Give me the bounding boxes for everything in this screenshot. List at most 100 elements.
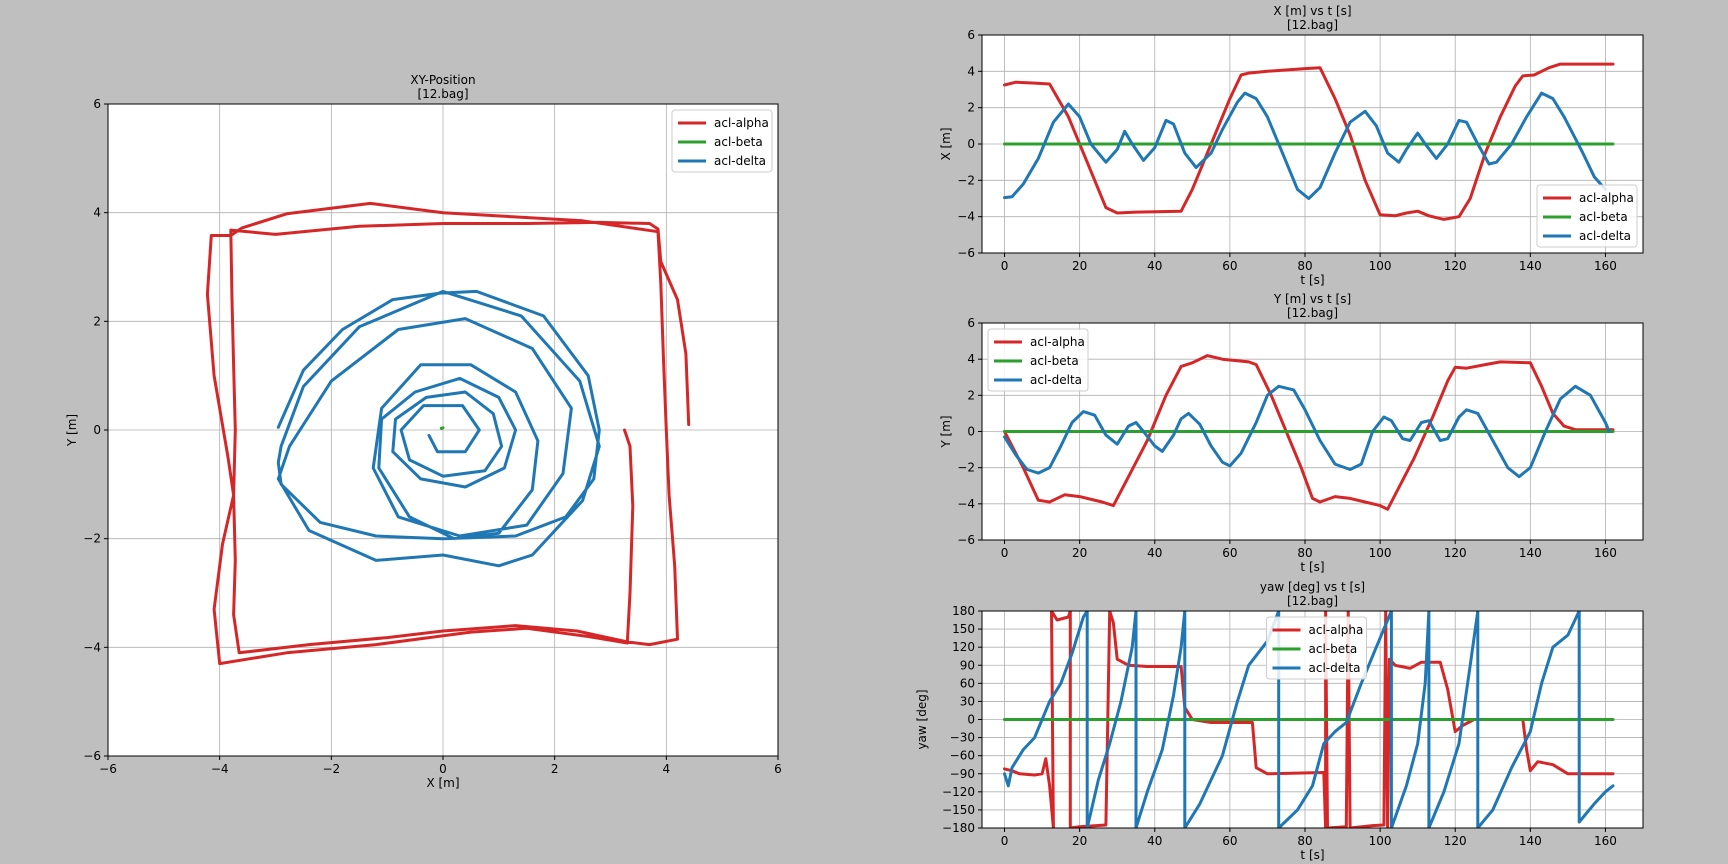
series-group: [1003, 354, 1615, 511]
chart-yaw_vs_t: 0 20 40 60 80 100 120 140 160 −180 −150 −120 −90 −60 −…: [915, 580, 1644, 862]
legend-label-acl-delta: acl-delta: [714, 154, 766, 168]
y-tick-label: −6: [957, 246, 975, 260]
series-group: [1003, 62, 1615, 221]
x-tick-label: 60: [1222, 834, 1237, 848]
series-line-acl-delta: [276, 289, 601, 568]
x-tick-label: 20: [1072, 834, 1087, 848]
y-tick-label: 4: [967, 64, 975, 78]
x-tick-label: 20: [1072, 546, 1087, 560]
legend-label-acl-alpha: acl-alpha: [1579, 191, 1634, 205]
series-line-acl-delta: [1003, 611, 1615, 828]
y-tick-label: 2: [967, 101, 975, 115]
y-tick-label: 90: [960, 658, 975, 672]
y-tick-label: −6: [957, 533, 975, 547]
series-group: [205, 201, 691, 666]
x-tick-label: 160: [1594, 546, 1617, 560]
y-tick-label: −60: [950, 749, 975, 763]
y-tick-label: 6: [967, 28, 975, 42]
x-tick-label: 2: [551, 762, 559, 776]
y-tick-label: −6: [83, 749, 101, 763]
legend-label-acl-beta: acl-beta: [1579, 210, 1628, 224]
y-axis-label: Y [m]: [65, 414, 79, 447]
x-tick-label: −2: [322, 762, 340, 776]
series-line-acl-alpha: [1003, 62, 1615, 221]
y-tick-label: 0: [967, 713, 975, 727]
x-tick-label: 20: [1072, 259, 1087, 273]
y-tick-label: 4: [967, 352, 975, 366]
legend-box: [671, 109, 773, 173]
legend-box: [1266, 616, 1367, 680]
legend-label-acl-alpha: acl-alpha: [1030, 335, 1085, 349]
x-tick-label: 100: [1369, 259, 1392, 273]
y-tick-label: −2: [957, 461, 975, 475]
legend-box: [1536, 184, 1638, 248]
y-tick-label: 0: [967, 425, 975, 439]
series-line-acl-beta: [439, 426, 445, 430]
x-tick-label: 140: [1519, 546, 1542, 560]
series-line-acl-delta: [1003, 91, 1607, 200]
plots-container: −6 −4 −2 0 2 4 6−6−4−20246XY-Position[12.bag]X…: [65, 4, 1644, 862]
series-line-acl-delta: [1003, 384, 1611, 479]
series-line-acl-alpha: [1003, 354, 1615, 511]
x-tick-label: 0: [1001, 834, 1009, 848]
chart-xy: −6 −4 −2 0 2 4 6 −6 −4 −2 0 2 4 6 XY-Position[12.bag] X…: [65, 73, 782, 790]
x-axis-label: t [s]: [1300, 560, 1324, 574]
x-tick-label: 60: [1222, 546, 1237, 560]
y-axis-label: yaw [deg]: [915, 689, 929, 749]
x-tick-label: 40: [1147, 834, 1162, 848]
x-tick-label: 160: [1594, 834, 1617, 848]
x-tick-label: 100: [1369, 834, 1392, 848]
legend: acl-alpha acl-beta acl-delta: [987, 328, 1089, 392]
x-tick-label: 120: [1444, 546, 1467, 560]
y-tick-label: 150: [952, 622, 975, 636]
x-tick-label: 100: [1369, 546, 1392, 560]
x-tick-label: 80: [1297, 259, 1312, 273]
x-tick-label: 60: [1222, 259, 1237, 273]
chart-x_vs_t: 0 20 40 60 80 100 120 140 160 −6 −4 −2 0 2 4 6 X [m] vs …: [939, 4, 1644, 287]
x-tick-label: 120: [1444, 834, 1467, 848]
y-tick-label: 6: [93, 97, 101, 111]
x-tick-label: 40: [1147, 259, 1162, 273]
legend-box: [987, 328, 1089, 392]
chart-subtitle: [12.bag]: [417, 87, 468, 101]
legend-label-acl-delta: acl-delta: [1309, 661, 1361, 675]
y-tick-label: 180: [952, 604, 975, 618]
y-tick-label: −120: [942, 785, 975, 799]
y-tick-label: 60: [960, 676, 975, 690]
x-tick-label: −4: [211, 762, 229, 776]
x-tick-label: 0: [1001, 259, 1009, 273]
x-axis-label: X [m]: [426, 776, 459, 790]
chart-subtitle: [12.bag]: [1287, 18, 1338, 32]
x-tick-label: 140: [1519, 259, 1542, 273]
x-tick-label: 80: [1297, 546, 1312, 560]
x-axis-label: t [s]: [1300, 848, 1324, 862]
chart-title: XY-Position: [410, 73, 475, 87]
y-tick-label: −2: [957, 173, 975, 187]
legend-label-acl-delta: acl-delta: [1030, 373, 1082, 387]
y-tick-label: 0: [967, 137, 975, 151]
y-tick-label: 2: [967, 388, 975, 402]
legend-label-acl-alpha: acl-alpha: [714, 116, 769, 130]
y-axis-label: X [m]: [939, 127, 953, 160]
chart-y_vs_t: 0 20 40 60 80 100 120 140 160 −6 −4 −2 0 2 4 6 Y [m] vs …: [939, 292, 1644, 574]
y-tick-label: −150: [942, 803, 975, 817]
x-tick-label: 120: [1444, 259, 1467, 273]
y-tick-label: 6: [967, 316, 975, 330]
y-tick-label: 4: [93, 206, 101, 220]
legend-label-acl-alpha: acl-alpha: [1309, 623, 1364, 637]
legend-label-acl-beta: acl-beta: [1309, 642, 1358, 656]
chart-title: Y [m] vs t [s]: [1273, 292, 1351, 306]
y-tick-label: −4: [83, 640, 101, 654]
y-tick-label: −180: [942, 821, 975, 835]
chart-subtitle: [12.bag]: [1287, 306, 1338, 320]
chart-title: X [m] vs t [s]: [1273, 4, 1351, 18]
chart-subtitle: [12.bag]: [1287, 594, 1338, 608]
y-tick-label: 120: [952, 640, 975, 654]
y-tick-label: −4: [957, 210, 975, 224]
y-tick-label: −90: [950, 767, 975, 781]
y-tick-label: −4: [957, 497, 975, 511]
legend: acl-alpha acl-beta acl-delta: [671, 109, 773, 173]
x-tick-label: 6: [774, 762, 782, 776]
y-tick-label: −2: [83, 532, 101, 546]
